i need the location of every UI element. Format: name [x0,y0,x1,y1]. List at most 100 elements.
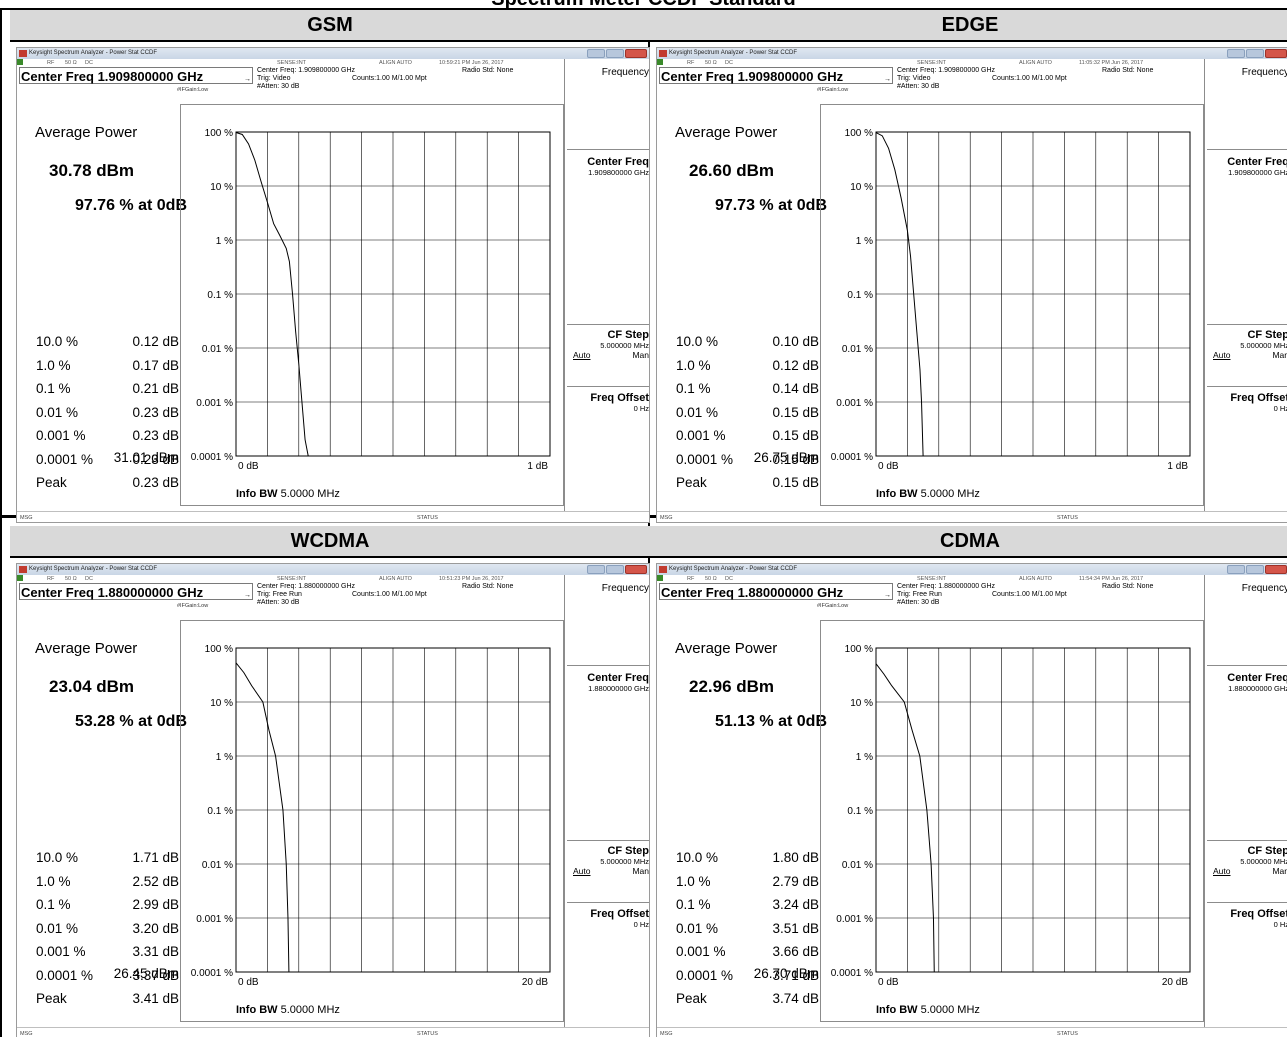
cf-step-softkey[interactable]: CF Step 5.000000 MHz Auto Man [567,324,649,386]
auto-option[interactable]: Auto [1213,350,1231,360]
ifgain-label: #IFGain:Low [177,87,209,93]
radio-std-label: Radio Std: None [1102,67,1154,74]
rf-indicator: RF [47,576,55,582]
analyzer-screenshot: Keysight Spectrum Analyzer - Power Stat … [16,47,650,523]
app-icon [659,566,667,573]
counts-label: Counts:1.00 M/1.00 Mpt [992,591,1067,598]
status-label: STATUS [1057,515,1078,521]
cf-step-label: CF Step [607,329,649,341]
stat-value: 0.12 dB [772,357,819,373]
app-icon [19,566,27,573]
minimize-button[interactable] [1227,49,1245,58]
y-tick-label: 0.001 % [836,914,873,925]
man-option[interactable]: Man [632,350,649,360]
rf-indicator: RF [47,60,55,66]
info-bw: Info BW 5.0000 MHz [236,1004,340,1016]
info-bw: Info BW 5.0000 MHz [876,1004,980,1016]
y-tick-label: 10 % [210,698,233,709]
cf-step-softkey[interactable]: CF Step 5.000000 MHz Auto Man [1207,840,1287,902]
align-indicator: ALIGN AUTO [379,576,412,582]
man-option[interactable]: Man [1272,350,1287,360]
close-button[interactable] [1265,565,1287,574]
center-freq-softkey[interactable]: Center Freq 1.880000000 GHz [1207,665,1287,748]
y-tick-label: 0.1 % [207,290,233,301]
center-freq-softkey[interactable]: Center Freq 1.909800000 GHz [567,149,649,232]
y-tick-label: 0.01 % [202,344,233,355]
cf-step-label: CF Step [1247,329,1287,341]
auto-option[interactable]: Auto [573,866,591,876]
freq-offset-softkey[interactable]: Freq Offset 0 Hz [1207,902,1287,952]
center-freq-softkey[interactable]: Center Freq 1.880000000 GHz [567,665,649,748]
auto-man-toggle[interactable]: Auto Man [567,350,649,360]
y-tick-label: 0.1 % [207,806,233,817]
window-titlebar: Keysight Spectrum Analyzer - Power Stat … [657,48,1287,59]
minimize-button[interactable] [587,565,605,574]
rf-indicator: RF [687,60,695,66]
info-bw-label: Info BW [876,488,918,500]
cf-step-softkey[interactable]: CF Step 5.000000 MHz Auto Man [567,840,649,902]
stat-label: 0.0001 % [676,967,734,983]
average-power-value: 30.78 dBm [49,161,135,180]
stat-value: 0.14 dB [772,381,819,396]
center-freq-softkey-value: 1.880000000 GHz [1228,684,1287,693]
sense-indicator: SENSE:INT [917,60,947,66]
trigger-arrow-icon: → [244,592,251,599]
cf-step-label: CF Step [1247,845,1287,857]
freq-offset-softkey[interactable]: Freq Offset 0 Hz [567,386,649,436]
maximize-button[interactable] [1246,565,1264,574]
minimize-button[interactable] [587,49,605,58]
impedance-indicator: 50 Ω [65,60,77,66]
stat-value: 0.23 dB [132,451,179,467]
x-tick-min: 0 dB [238,461,259,472]
stat-row: Peak 0.15 dB [676,475,819,495]
atten-line: #Atten: 30 dB [897,83,940,90]
softkey-panel: Frequency Center Freq 1.880000000 GHz CF… [1204,575,1287,1027]
y-tick-label: 1 % [216,236,233,247]
center-freq-field[interactable]: Center Freq 1.909800000 GHz [659,67,893,84]
freq-offset-value: 0 Hz [633,404,649,413]
center-freq-softkey-value: 1.880000000 GHz [588,684,649,693]
close-button[interactable] [625,565,647,574]
center-freq-field[interactable]: Center Freq 1.909800000 GHz [19,67,253,84]
center-freq-softkey[interactable]: Center Freq 1.909800000 GHz [1207,149,1287,232]
man-option[interactable]: Man [632,866,649,876]
stat-row: 1.0 % 2.52 dB [36,874,179,894]
measurement-setup: Center Freq: 1.880000000 GHz Trig: Free … [897,583,995,607]
maximize-button[interactable] [606,49,624,58]
trigger-arrow-icon: → [884,592,891,599]
app-icon [19,50,27,57]
stat-label: 0.001 % [676,944,726,959]
ifgain-label: #IFGain:Low [817,603,849,609]
close-button[interactable] [625,49,647,58]
stat-value: 0.23 dB [132,475,179,490]
y-tick-label: 0.0001 % [831,968,873,979]
maximize-button[interactable] [606,565,624,574]
freq-offset-softkey[interactable]: Freq Offset 0 Hz [1207,386,1287,436]
stat-label: 10.0 % [36,334,79,349]
close-button[interactable] [1265,49,1287,58]
cf-step-softkey[interactable]: CF Step 5.000000 MHz Auto Man [1207,324,1287,386]
auto-option[interactable]: Auto [573,350,591,360]
window-controls [586,565,647,574]
impedance-indicator: 50 Ω [65,576,77,582]
y-tick-label: 0.001 % [836,398,873,409]
counts-label: Counts:1.00 M/1.00 Mpt [352,75,427,82]
freq-offset-softkey[interactable]: Freq Offset 0 Hz [567,902,649,952]
maximize-button[interactable] [1246,49,1264,58]
stat-row: 0.01 % 0.23 dB [36,405,179,425]
stat-label: 1.0 % [676,873,711,889]
auto-man-toggle[interactable]: Auto Man [567,866,649,876]
auto-man-toggle[interactable]: Auto Man [1207,350,1287,360]
minimize-button[interactable] [1227,565,1245,574]
center-freq-field[interactable]: Center Freq 1.880000000 GHz [19,583,253,600]
stat-label: 0.01 % [676,920,719,936]
auto-option[interactable]: Auto [1213,866,1231,876]
man-option[interactable]: Man [1272,866,1287,876]
window-title: Keysight Spectrum Analyzer - Power Stat … [669,50,798,56]
center-freq-field[interactable]: Center Freq 1.880000000 GHz [659,583,893,600]
auto-man-toggle[interactable]: Auto Man [1207,866,1287,876]
cf-step-value: 5.000000 MHz [1240,857,1287,866]
ccdf-plot: 100 % 10 % 1 % 0.1 % 0.01 % 0.001 % 0.0001 % 0 … [831,128,1191,472]
ccdf-plot: 100 % 10 % 1 % 0.1 % 0.01 % 0.001 % 0.0001 % 0 … [191,128,551,472]
results-panel: Average Power 30.78 dBm 97.76 % at 0dB 1… [19,104,187,512]
